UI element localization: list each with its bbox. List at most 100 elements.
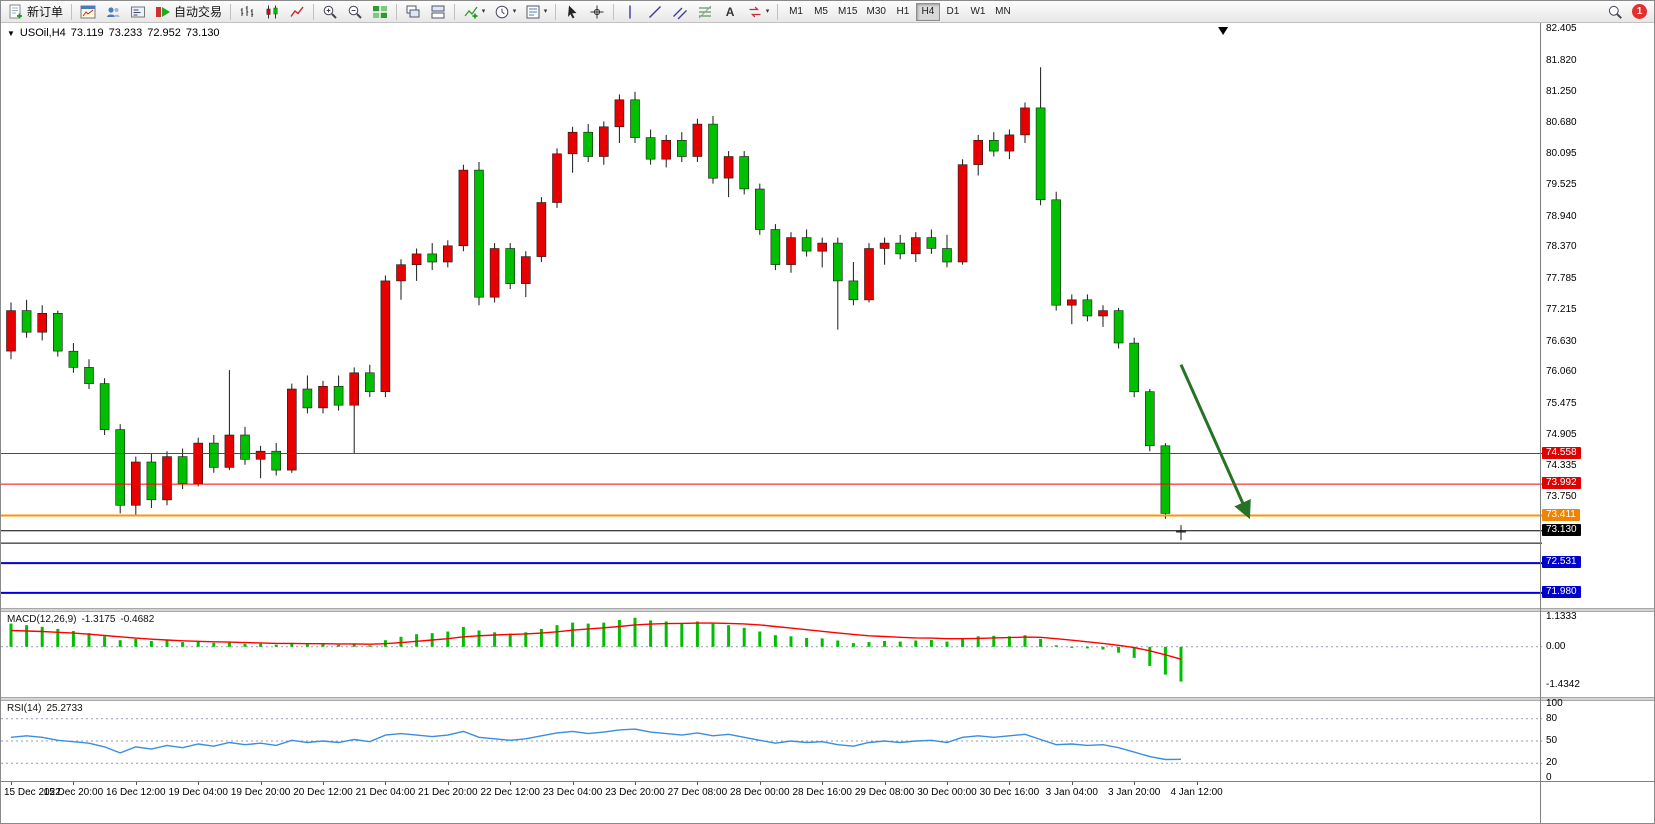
time-tick: [510, 782, 512, 785]
price-axis[interactable]: 82.405 81.820 81.250 80.680 80.095 79.525 78.9…: [1540, 23, 1654, 823]
timeframe-w1-button[interactable]: W1: [966, 3, 990, 21]
main-chart-panel[interactable]: ▼ USOil,H4 73.119 73.233 72.952 73.130: [1, 23, 1654, 608]
rsi-axis-label: 100: [1546, 698, 1563, 709]
rsi-axis-label: 50: [1546, 735, 1558, 746]
price-line-badge: 72.531: [1542, 556, 1581, 569]
timeframe-mn-button[interactable]: MN: [991, 3, 1015, 21]
time-tick: [323, 782, 324, 785]
rsi-axis-label: 20: [1546, 757, 1558, 769]
cursor-button[interactable]: [560, 2, 584, 22]
time-axis-label: 29 Dec 08:00: [854, 787, 915, 798]
price-axis-label: 80.095: [1546, 148, 1577, 160]
search-button[interactable]: [1603, 2, 1627, 22]
periods-button[interactable]: ▾: [490, 2, 520, 22]
time-axis-label: 27 Dec 08:00: [667, 787, 728, 798]
text-tool-icon: A: [725, 4, 735, 19]
price-axis-label: 77.215: [1546, 303, 1577, 315]
timeframe-m15-button[interactable]: M15: [834, 3, 861, 21]
channel-icon: [673, 7, 687, 19]
price-axis-label: 76.060: [1546, 366, 1577, 378]
auto-trading-icon: [156, 6, 171, 17]
crosshair-button[interactable]: [585, 2, 609, 22]
arrows-tool-button[interactable]: ▾: [743, 2, 773, 22]
macd-axis-label: 0.00: [1546, 640, 1566, 652]
time-axis-label: 23 Dec 20:00: [605, 787, 665, 798]
time-tick: [759, 782, 761, 785]
profiles-button[interactable]: [101, 2, 125, 22]
cascade-windows-icon: [406, 5, 420, 17]
indicators-button[interactable]: ▾: [459, 2, 489, 22]
auto-trading-button[interactable]: 自动交易: [151, 2, 226, 22]
trendline-tool-button[interactable]: [643, 2, 667, 22]
zoom-in-button[interactable]: [318, 2, 342, 22]
price-axis-label: 75.475: [1546, 397, 1577, 409]
charts-window-button[interactable]: [76, 2, 100, 22]
chart-window-icon: [80, 5, 96, 18]
rsi-chart[interactable]: [1, 701, 1542, 781]
time-axis-label: 28 Dec 16:00: [792, 787, 852, 798]
timeframe-h1-button[interactable]: H1: [891, 3, 915, 21]
search-icon: [1608, 5, 1622, 19]
data-window-icon: [131, 6, 146, 17]
time-axis[interactable]: 15 Dec 2022 15 Dec 20:00 16 Dec 12:00 19 De…: [1, 781, 1654, 823]
quote-high: 73.233: [108, 27, 143, 39]
chevron-down-icon: ▾: [512, 8, 517, 15]
time-axis-label: 15 Dec 2022: [4, 787, 61, 798]
templates-button[interactable]: ▾: [521, 2, 551, 22]
timeframe-m1-button[interactable]: M1: [784, 3, 808, 21]
time-tick: [198, 782, 200, 785]
symbol-label: USOil,H4: [19, 27, 66, 39]
bar-chart-icon: [240, 5, 254, 17]
panel-separator[interactable]: [1, 697, 1654, 701]
time-tick: [385, 782, 387, 785]
time-tick: [1196, 782, 1198, 785]
bar-chart-button[interactable]: [235, 2, 259, 22]
vertical-line-tool-button[interactable]: [618, 2, 642, 22]
toolbar-separator: [454, 3, 456, 20]
timeframe-h4-button[interactable]: H4: [915, 2, 940, 21]
candlestick-chart[interactable]: [1, 23, 1542, 608]
macd-label: MACD(12,26,9) -1.3175 -0.4682: [7, 614, 154, 625]
zoom-out-button[interactable]: [343, 2, 367, 22]
line-chart-button[interactable]: [285, 2, 309, 22]
macd-panel[interactable]: MACD(12,26,9) -1.3175 -0.4682: [1, 612, 1654, 697]
time-tick: [1009, 782, 1011, 785]
tile-horizontal-button[interactable]: [426, 2, 450, 22]
arrows-icon: [749, 6, 761, 17]
price-axis-label: 81.820: [1546, 54, 1577, 66]
quote-low: 72.952: [147, 27, 181, 39]
channel-tool-button[interactable]: [668, 2, 692, 22]
new-order-button[interactable]: 新订单: [4, 2, 67, 22]
time-axis-label: 3 Jan 04:00: [1045, 787, 1098, 798]
zoom-in-icon: [323, 5, 337, 19]
text-tool-button[interactable]: A: [718, 2, 742, 22]
macd-axis-label: -1.4342: [1546, 678, 1580, 690]
quote-close: 73.130: [185, 27, 220, 39]
rsi-name: RSI(14): [7, 703, 42, 714]
timeframe-d1-button[interactable]: D1: [941, 3, 965, 21]
quote-open: 73.119: [70, 27, 104, 39]
time-axis-label: 21 Dec 04:00: [355, 787, 416, 798]
candlestick-chart-button[interactable]: [260, 2, 284, 22]
tile-windows-icon: [373, 5, 388, 18]
tile-horizontal-icon: [431, 5, 445, 18]
time-axis-label: 4 Jan 12:00: [1170, 787, 1223, 798]
time-axis-label: 20 Dec 12:00: [293, 787, 353, 798]
tile-windows-button[interactable]: [368, 2, 392, 22]
timeframe-m30-button[interactable]: M30: [862, 3, 889, 21]
time-tick: [947, 782, 948, 785]
price-axis-label: 79.525: [1546, 178, 1577, 190]
panel-separator[interactable]: [1, 608, 1654, 612]
timeframe-m5-button[interactable]: M5: [809, 3, 833, 21]
time-axis-label: 3 Jan 20:00: [1108, 787, 1161, 798]
macd-chart[interactable]: [1, 612, 1542, 697]
rsi-panel[interactable]: RSI(14) 25.2733: [1, 701, 1654, 781]
time-tick: [73, 782, 75, 785]
data-window-button[interactable]: [126, 2, 150, 22]
symbol-dropdown-icon[interactable]: ▼: [7, 28, 15, 38]
toolbar-separator: [71, 3, 73, 20]
auto-trading-label: 自动交易: [174, 5, 223, 19]
notification-badge[interactable]: 1: [1632, 4, 1647, 19]
cascade-windows-button[interactable]: [401, 2, 425, 22]
fibonacci-tool-button[interactable]: [693, 2, 717, 22]
